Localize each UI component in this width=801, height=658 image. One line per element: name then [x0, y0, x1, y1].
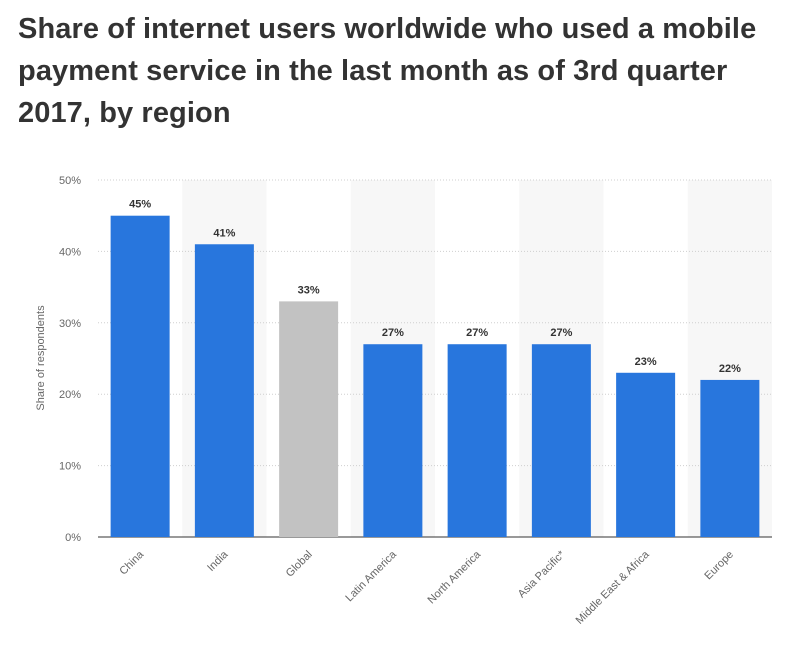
bar — [363, 344, 423, 537]
data-labels: 45% 41% 33% 27% 27% 27% 23% 22% — [129, 199, 741, 375]
chart-title: Share of internet users worldwide who us… — [18, 13, 757, 129]
data-label: 45% — [129, 199, 151, 211]
data-label: 27% — [382, 327, 404, 339]
bar — [110, 215, 170, 537]
x-tick-label: Asia Pacific* — [516, 548, 568, 600]
bar — [194, 244, 254, 537]
y-axis-ticks: 0% 10% 20% 30% 40% 50% — [59, 175, 81, 544]
x-axis-categories: China India Global Latin America North Ameri… — [117, 548, 736, 627]
y-tick-label: 30% — [59, 318, 81, 330]
y-tick-label: 10% — [59, 461, 81, 473]
x-tick-label: Middle East & Africa — [574, 548, 653, 627]
bar — [616, 372, 676, 537]
data-label: 22% — [719, 363, 741, 375]
x-tick-label: India — [205, 548, 231, 574]
bar — [700, 379, 760, 537]
data-label: 41% — [213, 227, 235, 239]
y-tick-label: 0% — [65, 532, 81, 544]
bars — [110, 215, 760, 537]
x-tick-label: Global — [284, 549, 315, 580]
x-tick-label: Europe — [702, 549, 736, 583]
x-tick-label: China — [117, 548, 146, 577]
bar — [447, 344, 507, 537]
data-label: 27% — [466, 327, 488, 339]
data-label: 33% — [298, 284, 320, 296]
data-label: 23% — [635, 356, 657, 368]
bar — [531, 344, 591, 537]
y-axis-title: Share of respondents — [35, 305, 47, 411]
x-tick-label: Latin America — [343, 548, 399, 604]
bar — [279, 301, 339, 537]
y-tick-label: 40% — [59, 246, 81, 258]
x-tick-label: North America — [425, 548, 483, 606]
data-label: 27% — [550, 327, 572, 339]
y-tick-label: 50% — [59, 175, 81, 187]
y-tick-label: 20% — [59, 389, 81, 401]
